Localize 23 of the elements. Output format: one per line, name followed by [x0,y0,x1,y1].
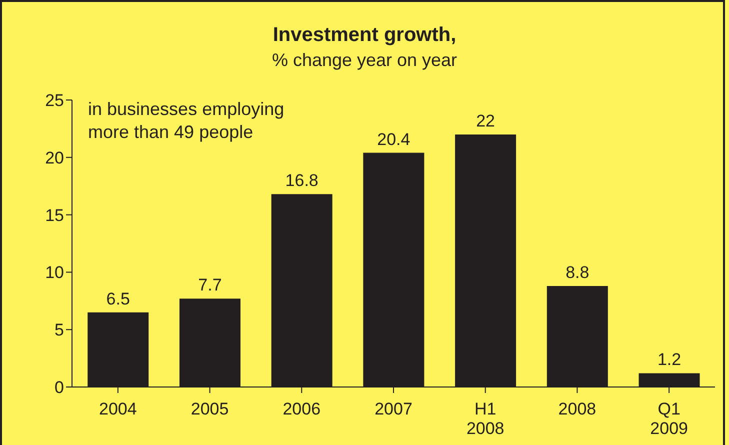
data-label: 16.8 [285,171,318,190]
x-tick-label: Q1 2009 [650,399,688,438]
chart-title: Investment growth, [272,24,458,47]
x-tick-label: 2007 [374,399,412,418]
annotation: in businesses employing more than 49 people [88,98,284,144]
x-tick-label: 2005 [190,399,229,418]
data-label: 7.7 [198,276,222,295]
data-label: 1.2 [657,350,682,370]
y-tick-label: 0 [54,378,64,398]
y-tick-label: 20 [45,148,64,168]
data-label: 6.5 [106,289,130,308]
chart-subtitle: % change year on year [270,50,458,71]
x-tick-label: 2008 [558,399,596,418]
x-tick-label: 2004 [99,399,137,418]
y-tick-label: 15 [45,206,64,225]
data-label: 8.8 [566,262,590,282]
x-tick-label: 2006 [282,399,321,418]
y-tick-label: 10 [45,263,64,282]
data-label: 22 [476,111,496,130]
y-tick-label: 25 [45,91,64,110]
data-label: 20.4 [377,130,410,149]
y-tick-label: 5 [54,320,64,340]
x-tick-label: H1 2008 [466,399,504,438]
